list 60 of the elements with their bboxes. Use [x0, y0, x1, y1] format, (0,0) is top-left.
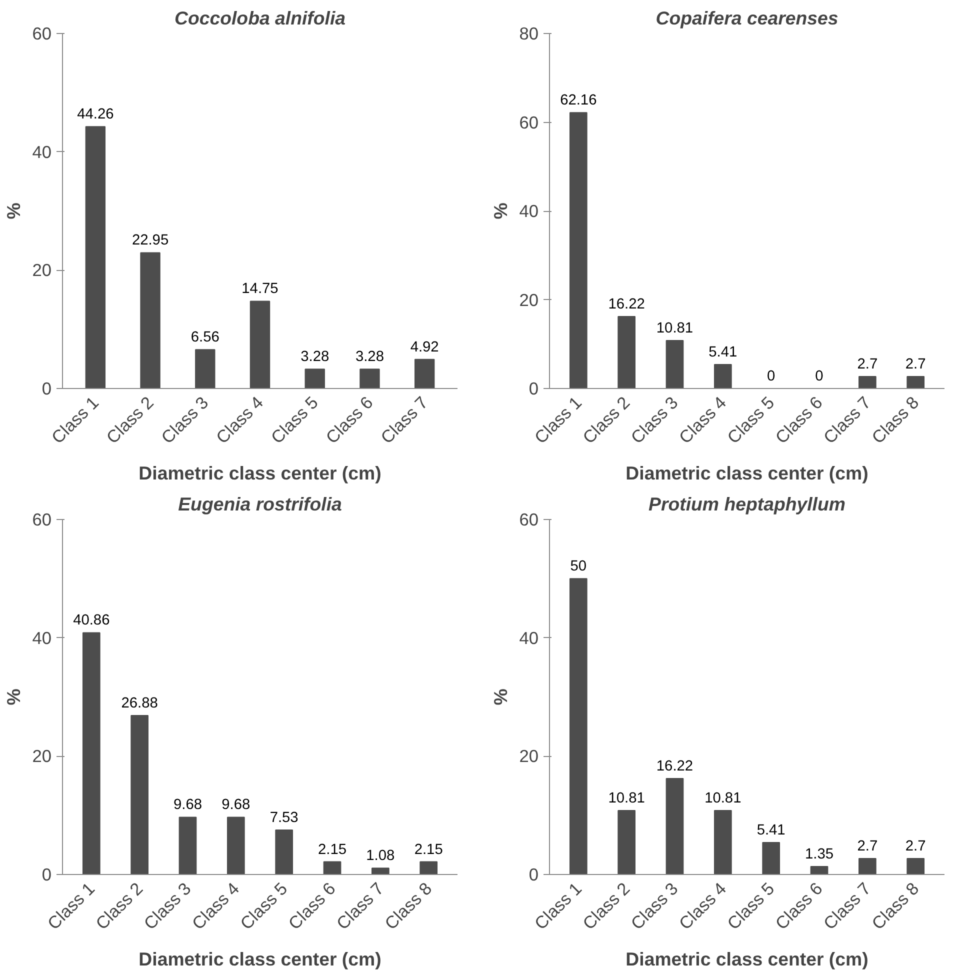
y-tick-label: 60 — [32, 510, 52, 530]
data-label: 16.22 — [608, 296, 645, 313]
chart-title: Protium heptaphyllum — [648, 494, 846, 514]
data-label: 22.95 — [132, 232, 169, 249]
data-label: 1.35 — [804, 846, 834, 863]
data-label: 62.16 — [560, 92, 597, 109]
data-label: 3.28 — [355, 349, 384, 366]
data-label: 6.56 — [190, 330, 220, 346]
y-tick-label: 20 — [32, 746, 52, 766]
data-label: 14.75 — [242, 281, 278, 298]
data-label: 16.22 — [656, 758, 694, 775]
data-label: 2.15 — [414, 842, 443, 858]
x-axis-title: Diametric class center (cm) — [138, 948, 382, 970]
data-label: 2.7 — [857, 838, 878, 855]
data-label: 2.15 — [318, 842, 347, 858]
data-label: 4.92 — [410, 339, 439, 356]
y-axis-title: % — [490, 688, 512, 706]
data-label: 2.7 — [905, 356, 926, 373]
y-tick-label: 40 — [32, 142, 52, 162]
data-label: 50 — [570, 558, 587, 575]
y-tick-label: 80 — [519, 24, 539, 44]
y-tick-label: 0 — [528, 378, 539, 398]
data-label: 5.41 — [708, 344, 738, 360]
y-tick-label: 0 — [528, 864, 539, 884]
data-label: 0 — [767, 368, 776, 384]
data-label: 40.86 — [73, 612, 110, 629]
y-tick-label: 0 — [42, 378, 52, 398]
y-tick-label: 60 — [519, 112, 539, 132]
chart-title: Coccoloba alnifolia — [174, 8, 346, 28]
chart-title: Eugenia rostrifolia — [178, 494, 342, 514]
y-tick-label: 40 — [32, 628, 52, 648]
y-tick-label: 60 — [32, 24, 52, 44]
y-tick-label: 20 — [519, 746, 539, 766]
y-tick-label: 40 — [519, 628, 539, 648]
data-label: 0 — [815, 368, 824, 384]
y-tick-label: 20 — [519, 290, 539, 310]
data-label: 3.28 — [300, 349, 330, 366]
data-label: 10.81 — [656, 320, 694, 337]
data-label: 9.68 — [222, 797, 250, 814]
data-label: 9.68 — [173, 797, 202, 814]
x-axis-title: Diametric class center (cm) — [138, 462, 382, 484]
data-label: 44.26 — [77, 106, 114, 123]
data-label: 10.81 — [608, 790, 645, 807]
y-tick-label: 20 — [32, 260, 52, 280]
data-label: 2.7 — [857, 356, 878, 373]
x-axis-title: Diametric class center (cm) — [626, 948, 868, 970]
data-label: 26.88 — [121, 695, 158, 712]
y-tick-label: 40 — [519, 201, 539, 221]
y-tick-label: 60 — [519, 510, 539, 530]
data-label: 7.53 — [270, 810, 298, 826]
y-axis-title: % — [3, 688, 24, 706]
data-label: 2.7 — [905, 838, 926, 855]
data-label: 5.41 — [756, 822, 786, 838]
data-label: 10.81 — [704, 790, 742, 807]
y-tick-label: 0 — [42, 864, 52, 884]
x-axis-title: Diametric class center (cm) — [626, 462, 868, 484]
data-label: 1.08 — [366, 848, 395, 864]
chart-title: Copaifera cearenses — [656, 8, 838, 28]
y-axis-title: % — [3, 202, 24, 220]
y-axis-title: % — [490, 202, 512, 220]
